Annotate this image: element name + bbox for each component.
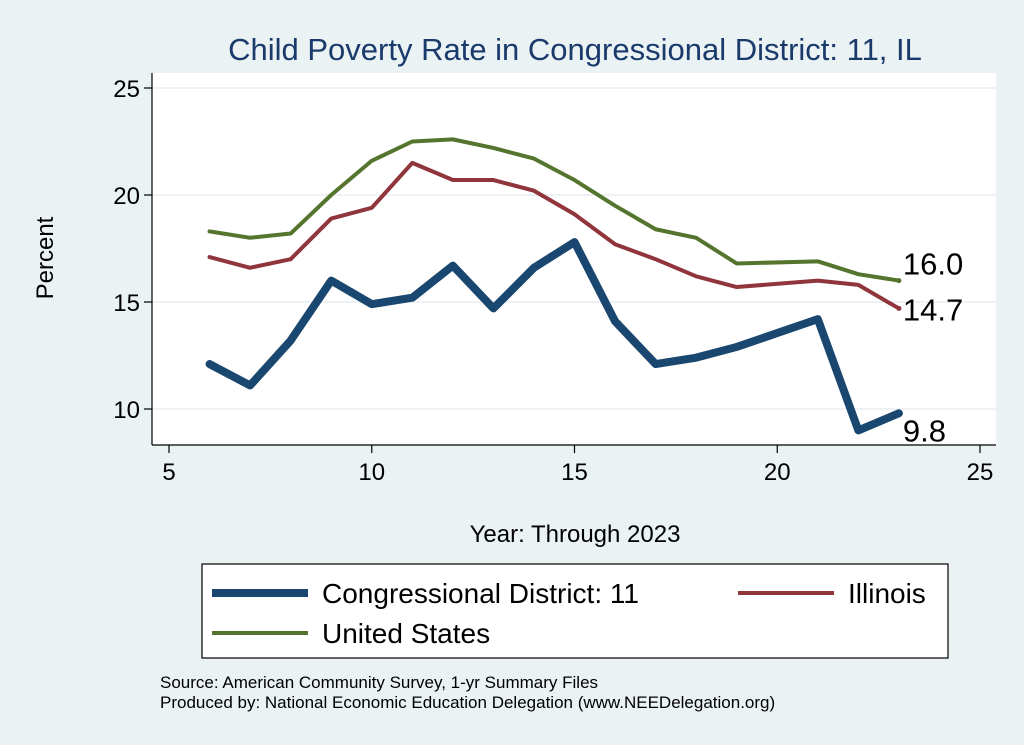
- line-chart: Child Poverty Rate in Congressional Dist…: [0, 0, 1024, 745]
- y-axis-label: Percent: [32, 216, 59, 299]
- x-tick-label: 25: [967, 459, 994, 486]
- end-label: 16.0: [903, 247, 963, 282]
- y-tick-label: 10: [113, 397, 140, 424]
- x-tick-label: 15: [561, 459, 588, 486]
- x-tick-label: 20: [764, 459, 791, 486]
- plot-area: [152, 73, 996, 445]
- x-tick-label: 10: [358, 459, 385, 486]
- series-end-point: [896, 411, 901, 416]
- y-tick-label: 20: [113, 183, 140, 210]
- source-note: Source: American Community Survey, 1-yr …: [160, 673, 598, 692]
- legend-label: Congressional District: 11: [322, 578, 639, 609]
- y-tick-label: 15: [113, 290, 140, 317]
- legend-label: United States: [322, 618, 490, 649]
- y-tick-label: 25: [113, 76, 140, 103]
- legend-label: Illinois: [848, 578, 926, 609]
- chart-title: Child Poverty Rate in Congressional Dist…: [228, 32, 922, 67]
- x-axis-label: Year: Through 2023: [470, 521, 681, 548]
- end-label: 9.8: [903, 413, 946, 448]
- series-end-point: [896, 278, 901, 283]
- producer-note: Produced by: National Economic Education…: [160, 693, 775, 712]
- end-label: 14.7: [903, 292, 963, 327]
- series-end-point: [896, 306, 901, 311]
- x-tick-label: 5: [162, 459, 175, 486]
